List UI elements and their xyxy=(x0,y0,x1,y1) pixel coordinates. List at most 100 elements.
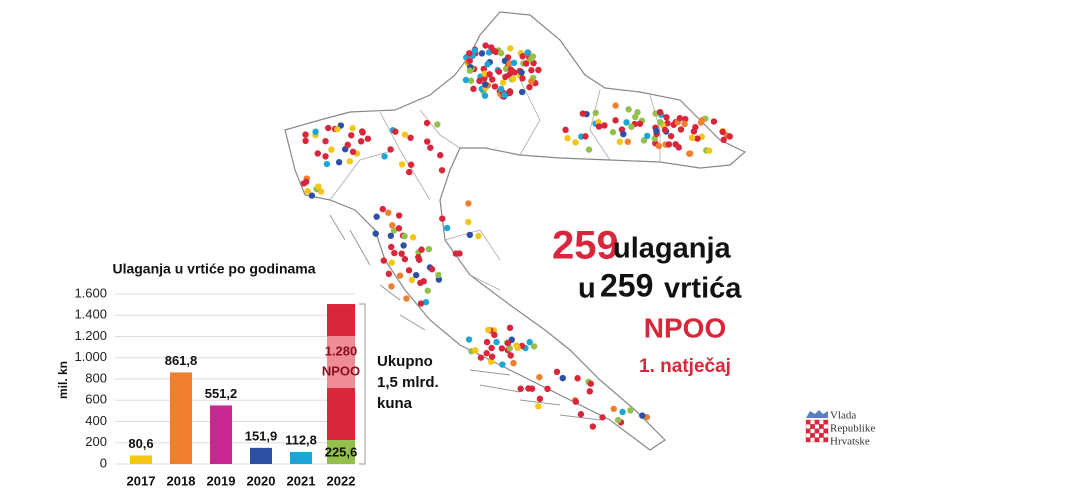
map-dot xyxy=(391,249,398,257)
map-dot xyxy=(304,187,311,195)
value-label: 861,8 xyxy=(165,353,198,368)
map-dot xyxy=(694,135,701,142)
map-dot xyxy=(726,133,733,140)
map-dot xyxy=(348,132,355,139)
map-outline xyxy=(284,11,747,451)
x-tick-label: 2020 xyxy=(247,473,276,488)
map-dot xyxy=(656,108,664,116)
shield-square xyxy=(805,419,811,425)
map-dot xyxy=(488,344,495,352)
map-dot xyxy=(657,118,664,126)
shield-square xyxy=(814,437,820,443)
map-dot xyxy=(471,47,479,54)
map-dot xyxy=(322,153,329,160)
map-dot xyxy=(661,126,669,134)
map-dot xyxy=(465,200,472,207)
map-dot xyxy=(498,345,506,352)
map-dot xyxy=(396,272,404,279)
map-dot xyxy=(302,137,309,145)
map-dot xyxy=(513,342,520,349)
map-dot xyxy=(526,83,533,91)
map-dot xyxy=(466,231,474,239)
map-dot xyxy=(481,70,488,77)
bar xyxy=(210,405,232,464)
y-tick-label: 1.200 xyxy=(74,328,107,343)
map-dot xyxy=(443,224,451,232)
map-dot xyxy=(466,57,473,64)
map-regions xyxy=(329,79,661,291)
map-dot xyxy=(535,403,542,410)
map-dot xyxy=(653,127,660,135)
map-dot xyxy=(344,141,351,149)
map-dot xyxy=(639,412,646,419)
map-dot xyxy=(308,192,316,199)
map-dot xyxy=(643,132,651,140)
shield-crown xyxy=(806,410,828,418)
map-dot xyxy=(501,91,508,99)
map-dot xyxy=(665,141,673,148)
map-dot xyxy=(408,276,416,284)
map-dot xyxy=(553,368,561,376)
map-dot xyxy=(528,55,535,62)
map-dot xyxy=(407,161,415,168)
map-dot xyxy=(640,137,648,144)
y-tick-label: 1.000 xyxy=(74,349,107,364)
map-dot xyxy=(483,338,491,346)
y-tick-label: 200 xyxy=(85,434,107,449)
y-tick-label: 600 xyxy=(85,392,107,407)
shield-square xyxy=(810,433,815,438)
map-dot xyxy=(325,124,332,132)
map-dot xyxy=(663,114,670,121)
map-dot xyxy=(381,153,388,160)
map-dot xyxy=(487,358,495,365)
map-dot xyxy=(675,144,682,151)
map-dot xyxy=(493,338,500,346)
map-dot xyxy=(518,88,526,96)
y-tick-label: 800 xyxy=(85,370,107,385)
chart: Ulaganja u vrtiće po godinama mil. kn 0 2… xyxy=(56,261,439,489)
value-label: 151,9 xyxy=(245,428,278,443)
map-dot xyxy=(585,146,593,153)
shield-square xyxy=(805,424,811,429)
map-dot xyxy=(315,183,322,190)
map-dot xyxy=(328,146,335,153)
map-dot xyxy=(437,152,444,159)
bar xyxy=(250,447,272,464)
logo-text: Republike xyxy=(830,423,875,435)
map-dot xyxy=(625,106,632,113)
map-dot xyxy=(519,75,526,82)
map-islands xyxy=(329,214,601,421)
map-dot xyxy=(422,298,430,306)
bar xyxy=(290,452,312,464)
map-dot xyxy=(476,77,483,85)
map-dot xyxy=(428,266,436,273)
shield-square xyxy=(810,424,815,429)
map-dot xyxy=(385,209,392,216)
shield-square xyxy=(810,419,815,425)
map-dot xyxy=(477,354,485,361)
map-dot xyxy=(664,120,671,127)
map-dot xyxy=(491,83,499,90)
map-dot xyxy=(357,138,365,145)
map-dot xyxy=(499,79,507,86)
map-dot xyxy=(380,257,387,264)
map-dot xyxy=(392,128,399,135)
map-dot xyxy=(489,76,496,83)
map-dot xyxy=(424,287,431,294)
map-dot xyxy=(401,232,408,240)
map-dot xyxy=(579,110,587,117)
map-dot xyxy=(586,388,594,395)
shield-square xyxy=(819,437,824,443)
logo-shield xyxy=(805,410,829,443)
map-dot xyxy=(497,85,505,93)
map-dot xyxy=(677,126,685,133)
x-tick-label: 2017 xyxy=(127,473,156,488)
map-dot xyxy=(528,78,535,85)
map-dot xyxy=(612,102,619,109)
map-dot xyxy=(346,158,353,165)
map-dot xyxy=(403,295,410,302)
map-dot xyxy=(434,121,441,128)
map-dot xyxy=(524,49,531,56)
annotation: kuna xyxy=(377,395,413,412)
